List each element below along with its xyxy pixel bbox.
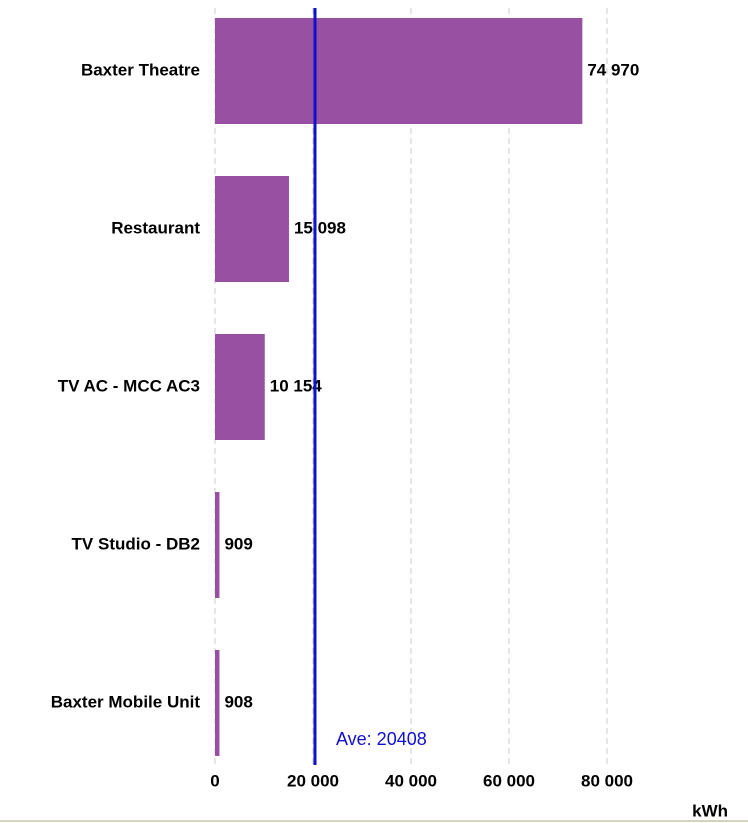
y-tick-label: TV AC - MCC AC3: [58, 376, 200, 395]
x-tick-label: 40 000: [385, 771, 437, 790]
value-label: 909: [224, 534, 252, 553]
value-label: 10 154: [270, 376, 323, 395]
y-tick-label: Restaurant: [111, 218, 200, 237]
value-label: 15 098: [294, 218, 346, 237]
x-tick-label: 80 000: [581, 771, 633, 790]
x-axis-label: kWh: [692, 801, 728, 820]
bar: [215, 492, 220, 598]
bar: [215, 176, 289, 282]
x-tick-label: 60 000: [483, 771, 535, 790]
value-label: 74 970: [587, 60, 639, 79]
y-tick-label: Baxter Theatre: [81, 60, 200, 79]
y-tick-label: Baxter Mobile Unit: [51, 692, 201, 711]
value-label: 908: [224, 692, 252, 711]
bar: [215, 18, 583, 124]
y-tick-label: TV Studio - DB2: [72, 534, 200, 553]
bar: [215, 334, 265, 440]
x-tick-label: 0: [210, 771, 219, 790]
bar: [215, 650, 220, 756]
x-tick-label: 20 000: [287, 771, 339, 790]
average-label: Ave: 20408: [336, 729, 427, 749]
